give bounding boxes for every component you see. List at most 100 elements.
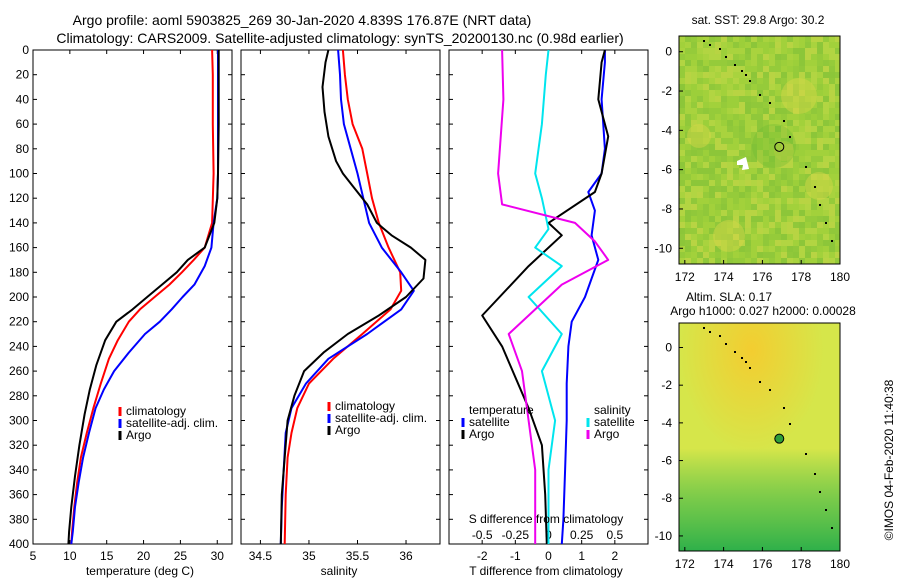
sst-cell: [799, 156, 805, 162]
sst-cell: [733, 246, 739, 252]
lon-tick-label: 178: [791, 557, 811, 571]
sst-cell: [679, 210, 685, 216]
sst-cell: [769, 216, 775, 222]
sst-cell: [763, 210, 769, 216]
lat-tick-label: -8: [661, 202, 672, 216]
sst-cell: [781, 252, 787, 258]
sst-cell: [829, 180, 835, 186]
sst-cell: [757, 162, 763, 168]
sst-cell: [763, 228, 769, 234]
sst-cell: [757, 258, 763, 264]
sst-cell: [703, 234, 709, 240]
sst-cell: [721, 180, 727, 186]
sst-cell: [787, 204, 793, 210]
sst-cell: [811, 174, 817, 180]
sst-cell: [739, 108, 745, 114]
sst-cell: [793, 132, 799, 138]
altim-islands: [703, 327, 833, 529]
sst-cell: [811, 216, 817, 222]
sst-cell: [763, 126, 769, 132]
sst-cell: [703, 108, 709, 114]
sst-cell: [703, 192, 709, 198]
sst-cell: [703, 258, 709, 264]
sst-cell: [703, 228, 709, 234]
sst-cell: [709, 210, 715, 216]
x-tick-label: 15: [100, 549, 114, 563]
legend-climatology: climatology: [126, 404, 186, 418]
sst-cell: [739, 258, 745, 264]
lat-tick-label: 0: [665, 340, 672, 354]
sst-cell: [817, 132, 823, 138]
sst-cell: [823, 54, 829, 60]
sst-cell: [811, 156, 817, 162]
argo-float-marker: [774, 141, 785, 152]
sst-cell: [775, 126, 781, 132]
sst-cell: [727, 36, 733, 42]
sst-cell: [835, 222, 840, 228]
sst-cell: [727, 246, 733, 252]
sst-cell: [685, 72, 691, 78]
sst-cell: [721, 246, 727, 252]
s-diff-tick-label: 0.5: [606, 528, 623, 542]
sst-cell: [691, 216, 697, 222]
x-tick-label: 0: [545, 549, 552, 563]
sst-map-panel: sat. SST: 29.8 Argo: 30.2 172 174 176 178 18…: [655, 13, 851, 284]
sst-cell: [715, 210, 721, 216]
sst-cell: [721, 168, 727, 174]
sst-cell: [805, 48, 811, 54]
x-tick-label: -1: [510, 549, 521, 563]
sst-cell: [817, 216, 823, 222]
sst-cell: [805, 114, 811, 120]
sst-cell: [787, 72, 793, 78]
sst-cell: [691, 54, 697, 60]
sst-cell: [685, 156, 691, 162]
sst-cell: [715, 144, 721, 150]
sst-cell: [757, 156, 763, 162]
sst-cell: [727, 198, 733, 204]
sst-cell: [709, 132, 715, 138]
sst-cell: [691, 60, 697, 66]
sst-cell: [769, 84, 775, 90]
sst-cell: [769, 162, 775, 168]
sst-cell: [787, 54, 793, 60]
sst-cell: [787, 162, 793, 168]
sst-cell: [835, 150, 840, 156]
sst-cell: [733, 72, 739, 78]
sst-cell: [775, 60, 781, 66]
sst-cell: [757, 180, 763, 186]
sst-cell: [823, 36, 829, 42]
sst-cell: [763, 42, 769, 48]
sst-cell: [823, 246, 829, 252]
sst-cell: [781, 36, 787, 42]
island: [741, 70, 743, 72]
sst-cell: [757, 96, 763, 102]
sst-cell: [799, 210, 805, 216]
sst-cell: [679, 222, 685, 228]
sst-cell: [739, 102, 745, 108]
sst-cell: [829, 234, 835, 240]
lat-tick-label: -4: [661, 416, 672, 430]
sst-cell: [685, 150, 691, 156]
sst-cell: [739, 90, 745, 96]
sst-cell: [745, 246, 751, 252]
sst-cell: [721, 126, 727, 132]
sst-cell: [787, 96, 793, 102]
sst-cell: [817, 54, 823, 60]
sst-cell: [685, 204, 691, 210]
sst-cell: [697, 144, 703, 150]
sst-cell: [751, 258, 757, 264]
sst-cell: [733, 120, 739, 126]
sst-cell: [793, 102, 799, 108]
sst-cell: [709, 186, 715, 192]
sst-cell: [721, 96, 727, 102]
sst-cell: [811, 162, 817, 168]
sst-cell: [835, 60, 840, 66]
sst-cell: [685, 240, 691, 246]
sst-cell: [751, 210, 757, 216]
sst-cell: [679, 96, 685, 102]
sst-cell: [781, 54, 787, 60]
sst-cell: [703, 150, 709, 156]
sst-cell: [793, 192, 799, 198]
sst-cell: [697, 138, 703, 144]
sst-cell: [697, 78, 703, 84]
